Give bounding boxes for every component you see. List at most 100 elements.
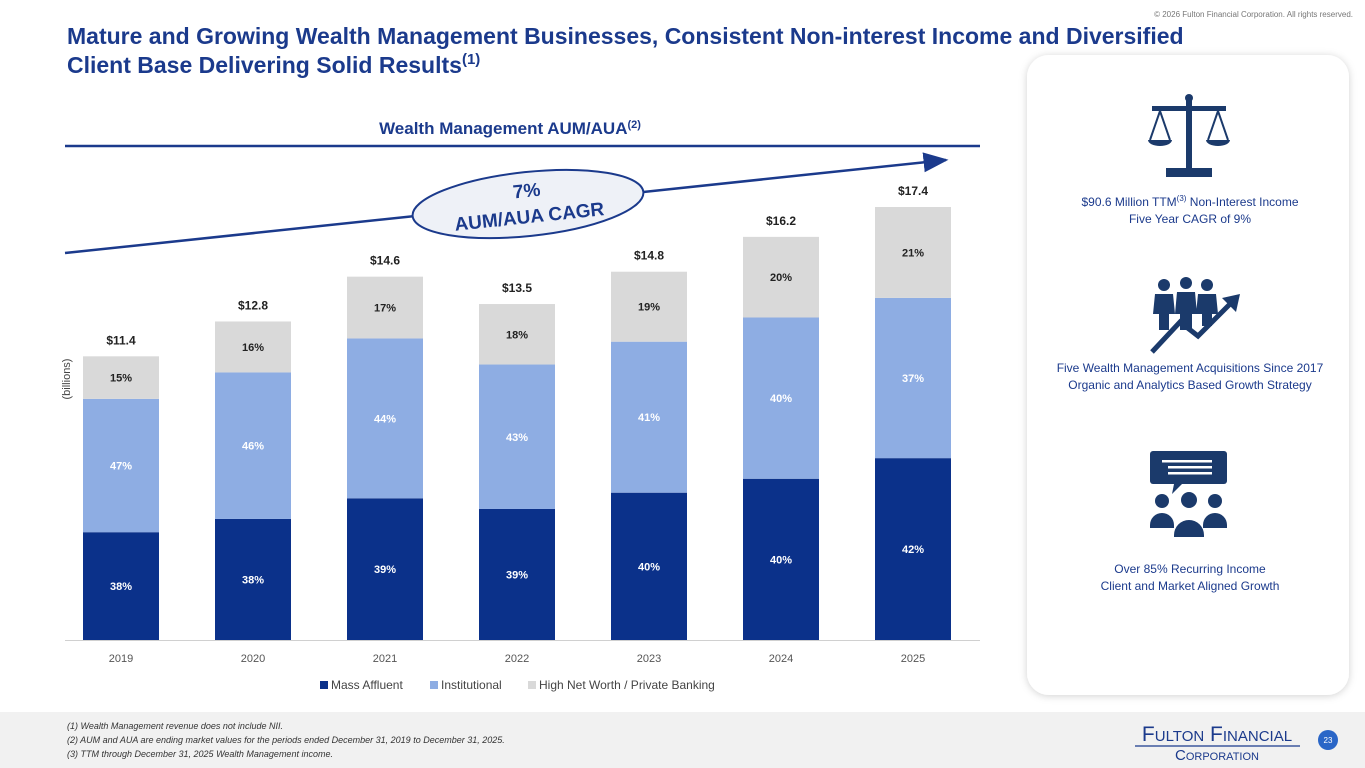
segment-label: 38% <box>242 574 264 586</box>
panel-note: (3) <box>1177 194 1187 203</box>
callout-ellipse <box>411 168 645 240</box>
segment-label: 19% <box>638 302 660 314</box>
x-tick-label: 2020 <box>241 653 265 665</box>
segment-label: 40% <box>638 561 660 573</box>
segment-label: 20% <box>770 272 792 284</box>
chat-icon <box>1150 451 1227 537</box>
segment-label: 40% <box>770 554 792 566</box>
panel-line: Organic and Analytics Based Growth Strat… <box>1068 378 1311 392</box>
segment-label: 38% <box>110 581 132 593</box>
scales-icon <box>1148 94 1230 177</box>
footnote: (3) TTM through December 31, 2025 Wealth… <box>67 749 333 759</box>
x-tick-label: 2019 <box>109 653 133 665</box>
footnotes: (1) Wealth Management revenue does not i… <box>67 721 505 759</box>
panel-line: Five Year CAGR of 9% <box>1129 212 1251 226</box>
page-number: 23 <box>1324 736 1333 745</box>
segment-label: 47% <box>110 461 132 473</box>
bar-segment <box>83 532 159 640</box>
footer-band <box>0 712 1365 768</box>
growth-icon <box>1150 277 1240 354</box>
total-label: $17.4 <box>898 184 928 198</box>
panel-text: Over 85% Recurring Income <box>1114 562 1266 576</box>
callout-text: 7% <box>512 180 542 204</box>
title-line: Client Base Delivering Solid Results <box>67 52 462 78</box>
legend-label: High Net Worth / Private Banking <box>539 678 715 692</box>
title-note: (1) <box>462 51 480 68</box>
segment-label: 16% <box>242 342 264 354</box>
bar-segment <box>215 372 291 519</box>
bar-segment <box>875 207 951 298</box>
chart-title-note: (2) <box>627 119 641 131</box>
x-tick-label: 2021 <box>373 653 397 665</box>
segment-label: 40% <box>770 393 792 405</box>
panel-text: $90.6 Million TTM <box>1082 195 1177 209</box>
total-label: $16.2 <box>766 214 796 228</box>
total-label: $13.5 <box>502 281 532 295</box>
chart-title: Wealth Management AUM/AUA(2) <box>379 119 641 138</box>
y-axis-label: (billions) <box>61 359 73 400</box>
page-badge <box>1318 730 1338 750</box>
bar-segment <box>875 297 951 459</box>
panel-text: Five Wealth Management Acquisitions Sinc… <box>1057 361 1324 375</box>
title: Client Base Delivering Solid Results(1) <box>67 51 480 78</box>
bar-segment <box>215 518 291 640</box>
bar-segment <box>743 317 819 479</box>
bars: 38% 47% 15% $11.4 2019 38% 46% 16% $12.8 2020 39% 4… <box>83 184 951 692</box>
segment-label: 37% <box>902 373 924 385</box>
total-label: $12.8 <box>238 298 268 312</box>
bar-segment <box>347 338 423 499</box>
segment-label: 21% <box>902 247 924 259</box>
bar-segment <box>611 492 687 640</box>
segment-label: 18% <box>506 329 528 341</box>
bar-segment <box>347 498 423 640</box>
bar-segment <box>611 271 687 342</box>
legend-swatch <box>528 681 536 689</box>
bar-segment <box>83 398 159 533</box>
panel-line: Five Wealth Management Acquisitions Sinc… <box>1057 361 1324 375</box>
bar-segment <box>347 276 423 339</box>
segment-label: 42% <box>902 544 924 556</box>
panel-line: $90.6 Million TTM(3) Non-Interest Income <box>1082 194 1299 209</box>
logo-name: Fulton Financial <box>1142 723 1292 746</box>
total-label: $14.6 <box>370 254 400 268</box>
cagr-callout: 7% AUM/AUA CAGR <box>411 168 645 240</box>
legend-label: Institutional <box>441 678 502 692</box>
panel-line: Client and Market Aligned Growth <box>1101 579 1280 593</box>
x-tick-label: 2022 <box>505 653 529 665</box>
logo-sub: Corporation <box>1175 747 1259 764</box>
bar-segment <box>743 236 819 318</box>
segment-label: 15% <box>110 373 132 385</box>
footnote: (1) Wealth Management revenue does not i… <box>67 721 283 731</box>
legend-swatch <box>430 681 438 689</box>
total-label: $14.8 <box>634 249 664 263</box>
segment-label: 41% <box>638 412 660 424</box>
segment-label: 44% <box>374 413 396 425</box>
bar-segment <box>479 364 555 509</box>
panel-texts: $90.6 Million TTM(3) Non-Interest Income… <box>1057 194 1324 593</box>
segment-label: 39% <box>374 564 396 576</box>
segment-label: 46% <box>242 441 264 453</box>
segment-label: 17% <box>374 303 396 315</box>
bar-segment <box>875 458 951 640</box>
copyright: © 2026 Fulton Financial Corporation. All… <box>1154 10 1353 19</box>
segment-label: 39% <box>506 569 528 581</box>
x-tick-label: 2025 <box>901 653 925 665</box>
x-tick-label: 2023 <box>637 653 661 665</box>
bar-segment <box>215 321 291 373</box>
bar-segment <box>479 508 555 640</box>
panel-text: Non-Interest Income <box>1186 195 1298 209</box>
legend-label: Mass Affluent <box>331 678 403 692</box>
panel-line: Over 85% Recurring Income <box>1114 562 1266 576</box>
x-tick-label: 2024 <box>769 653 793 665</box>
title: Mature and Growing Wealth Management Bus… <box>67 23 1184 49</box>
legend-swatch <box>320 681 328 689</box>
segment-label: 43% <box>506 432 528 444</box>
bar-segment <box>479 304 555 365</box>
footnote: (2) AUM and AUA are ending market values… <box>67 735 505 745</box>
info-panel <box>1027 55 1349 695</box>
bar-segment <box>743 478 819 640</box>
bar-segment <box>83 356 159 399</box>
bar-segment <box>611 341 687 493</box>
total-label: $11.4 <box>106 333 136 347</box>
